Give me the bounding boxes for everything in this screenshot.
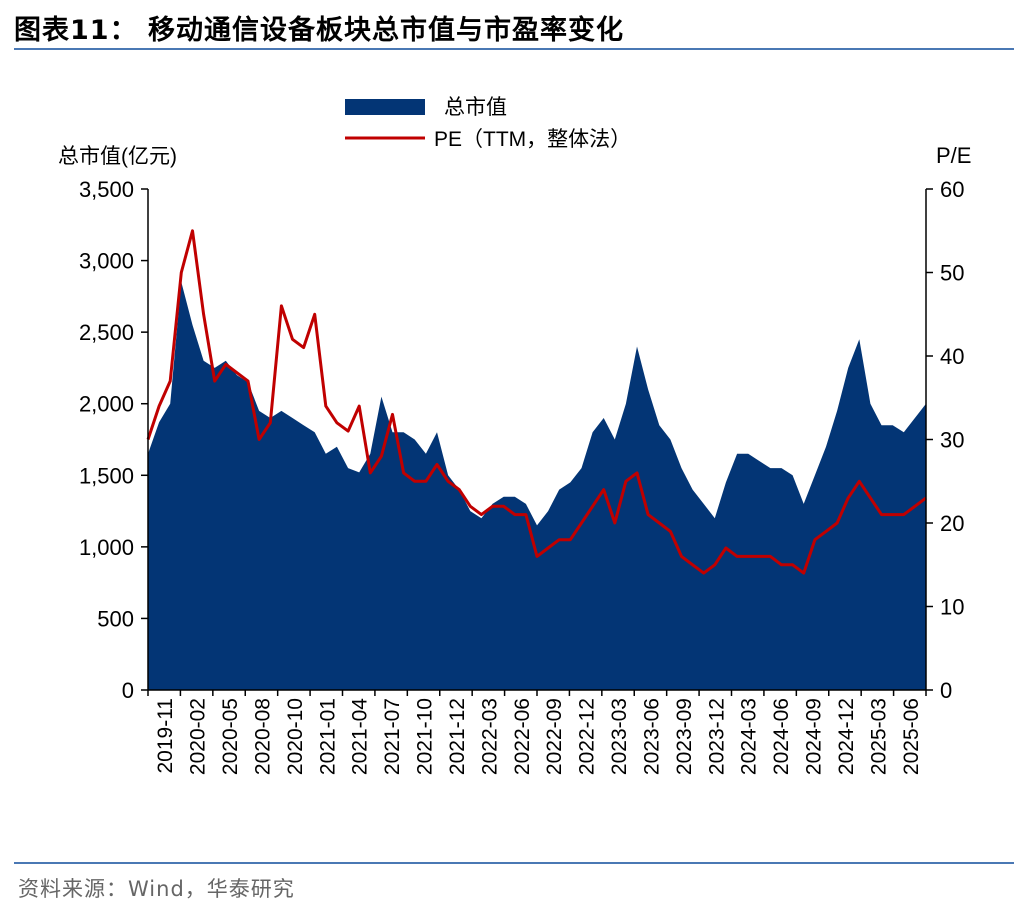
left-tick-label: 2,000 [79, 392, 134, 417]
x-tick-label: 2025-03 [867, 698, 890, 775]
x-tick-label: 2020-05 [219, 698, 242, 775]
title-divider [14, 48, 1014, 50]
left-axis-title: 总市值(亿元) [58, 145, 177, 168]
legend-swatch-market-value [345, 99, 425, 115]
pe-line [146, 229, 927, 575]
x-tick-label: 2020-10 [284, 698, 307, 775]
right-tick-label: 20 [940, 511, 964, 536]
right-tick-label: 30 [940, 428, 964, 453]
chart-title: 图表11： 移动通信设备板块总市值与市盈率变化 [14, 15, 624, 46]
left-tick-label: 3,500 [79, 177, 134, 202]
left-tick-label: 0 [122, 678, 134, 703]
x-tick-label: 2024-09 [803, 698, 826, 775]
right-tick-label: 10 [940, 595, 964, 620]
x-tick-label: 2023-12 [705, 698, 728, 775]
area-layer [148, 282, 926, 690]
legend-label-pe: PE（TTM，整体法） [434, 128, 631, 151]
x-tick-label: 2020-08 [251, 698, 274, 775]
x-tick-label: 2021-12 [446, 698, 469, 775]
line-layer [146, 229, 927, 575]
x-tick-label: 2020-02 [187, 698, 210, 775]
right-tick-label: 40 [940, 344, 964, 369]
x-tick-label: 2023-06 [640, 698, 663, 775]
x-tick-label: 2021-07 [381, 698, 404, 775]
x-tick-label: 2021-10 [414, 698, 437, 775]
left-tick-label: 1,000 [79, 535, 134, 560]
footer-divider [14, 862, 1014, 864]
x-tick-label: 2021-04 [349, 698, 372, 775]
axes-layer: 0 500 1,000 1,500 2,000 2,500 3,000 3,500 0 10 20 3… [58, 143, 971, 775]
x-tick-label: 2024-06 [770, 698, 793, 775]
x-tick-label: 2024-03 [738, 698, 761, 775]
x-tick-label: 2023-09 [673, 698, 696, 775]
x-tick-label: 2022-09 [543, 698, 566, 775]
x-tick-label: 2021-01 [316, 698, 339, 775]
left-tick-label: 1,500 [79, 463, 134, 488]
right-tick-label: 0 [940, 678, 952, 703]
right-axis-title: P/E [936, 143, 971, 168]
right-tick-label: 50 [940, 261, 964, 286]
left-tick-label: 500 [97, 606, 134, 631]
left-tick-label: 3,000 [79, 249, 134, 274]
x-tick-label: 2022-06 [511, 698, 534, 775]
legend: 总市值 PE（TTM，整体法） [345, 96, 631, 151]
x-tick-label: 2022-03 [478, 698, 501, 775]
legend-label-market-value: 总市值 [444, 96, 507, 119]
x-tick-label: 2024-12 [835, 698, 858, 775]
left-tick-label: 2,500 [79, 320, 134, 345]
right-tick-label: 60 [940, 177, 964, 202]
x-tick-label: 2019-11 [154, 698, 177, 774]
x-tick-label: 2022-12 [576, 698, 599, 775]
x-tick-label: 2025-06 [900, 698, 923, 775]
market-value-area [148, 282, 926, 690]
source-note: 资料来源：Wind，华泰研究 [18, 877, 295, 901]
x-tick-label: 2023-03 [608, 698, 631, 775]
